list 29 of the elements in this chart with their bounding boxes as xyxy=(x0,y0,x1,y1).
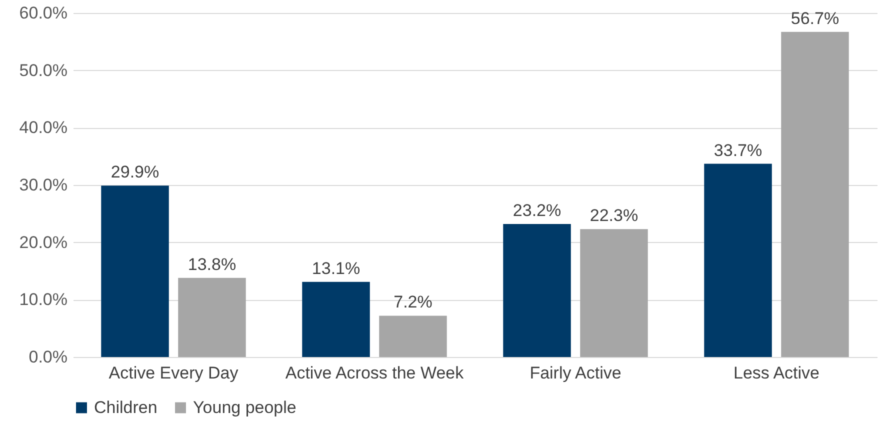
data-label: 7.2% xyxy=(394,292,432,312)
bar xyxy=(704,164,772,357)
bar xyxy=(781,32,849,357)
bar xyxy=(503,224,571,357)
data-label: 56.7% xyxy=(790,8,840,28)
bar xyxy=(379,316,447,357)
y-tick-label: 0.0% xyxy=(28,348,68,366)
x-tick-label: Active Across the Week xyxy=(285,364,464,382)
y-tick-label: 60.0% xyxy=(19,4,68,22)
x-tick-label: Active Every Day xyxy=(108,364,239,382)
x-tick-label: Fairly Active xyxy=(530,364,622,382)
y-tick-label: 50.0% xyxy=(19,60,68,80)
y-tick-label: 10.0% xyxy=(19,290,68,310)
bar xyxy=(302,282,370,357)
data-label: 23.2% xyxy=(512,200,562,220)
data-label: 13.8% xyxy=(188,254,236,274)
y-tick-label: 20.0% xyxy=(19,232,68,252)
data-label: 33.7% xyxy=(714,140,762,160)
data-label: 13.1% xyxy=(312,258,360,278)
y-tick-label: 30.0% xyxy=(19,176,68,194)
data-label: 22.3% xyxy=(590,206,638,226)
x-tick-label: Less Active xyxy=(734,364,820,382)
legend-label: Children xyxy=(94,398,158,417)
y-tick-label: 40.0% xyxy=(19,118,68,138)
data-label: 29.9% xyxy=(110,162,160,182)
bar xyxy=(178,278,246,357)
bar xyxy=(580,229,648,357)
bar xyxy=(101,186,169,357)
legend-label: Young people xyxy=(193,398,296,417)
